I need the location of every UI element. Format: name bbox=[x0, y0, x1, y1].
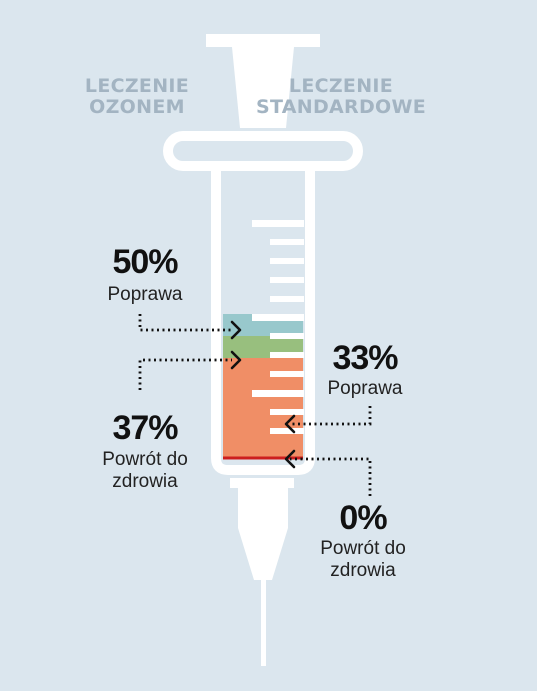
ozone-improvement-value: 50% bbox=[112, 243, 178, 281]
needle-hub bbox=[238, 488, 288, 580]
graduation-mark bbox=[270, 409, 304, 415]
ozone-recovery-value: 37% bbox=[112, 409, 178, 447]
header-ozone-treatment: LECZENIE OZONEM bbox=[84, 75, 190, 118]
leader-standard-improvement bbox=[290, 406, 372, 426]
graduation-mark bbox=[270, 239, 304, 245]
graduation-mark bbox=[252, 390, 304, 397]
ozone-recovery-label: Powrót do zdrowia bbox=[102, 449, 188, 492]
plunger-rod bbox=[232, 47, 294, 128]
arrowhead-left bbox=[284, 414, 296, 434]
leader-lines bbox=[138, 314, 372, 496]
graduation-mark bbox=[252, 314, 304, 321]
arrowhead-right bbox=[230, 350, 242, 370]
standard-recovery-value: 0% bbox=[339, 499, 387, 537]
standard-improvement-value: 33% bbox=[332, 339, 398, 377]
graduation-mark bbox=[270, 333, 304, 339]
arrowhead-left bbox=[284, 449, 296, 469]
graduation-mark bbox=[270, 296, 304, 302]
header-standard-treatment: LECZENIE STANDARDOWE bbox=[256, 75, 427, 118]
leader-standard-recovery bbox=[290, 457, 372, 496]
arrowhead-right bbox=[230, 320, 242, 340]
leader-arrowheads bbox=[230, 320, 296, 469]
syringe-tip bbox=[230, 478, 294, 488]
finger-flange bbox=[163, 131, 363, 171]
ozone-improvement-label: Poprawa bbox=[107, 284, 183, 305]
graduation-mark bbox=[270, 428, 304, 434]
graduation-mark bbox=[270, 277, 304, 283]
graduation-mark bbox=[270, 371, 304, 377]
syringe-barrel bbox=[211, 166, 315, 475]
graduation-mark bbox=[270, 258, 304, 264]
standard-improvement-label: Poprawa bbox=[327, 378, 403, 399]
leader-ozone-improvement bbox=[138, 314, 232, 332]
graduation-mark bbox=[270, 352, 304, 358]
plunger-cap bbox=[206, 34, 320, 47]
standard-recovery-label: Powrót do zdrowia bbox=[320, 538, 406, 581]
needle bbox=[261, 580, 266, 666]
graduation-marks bbox=[252, 220, 304, 434]
graduation-mark bbox=[252, 220, 304, 227]
